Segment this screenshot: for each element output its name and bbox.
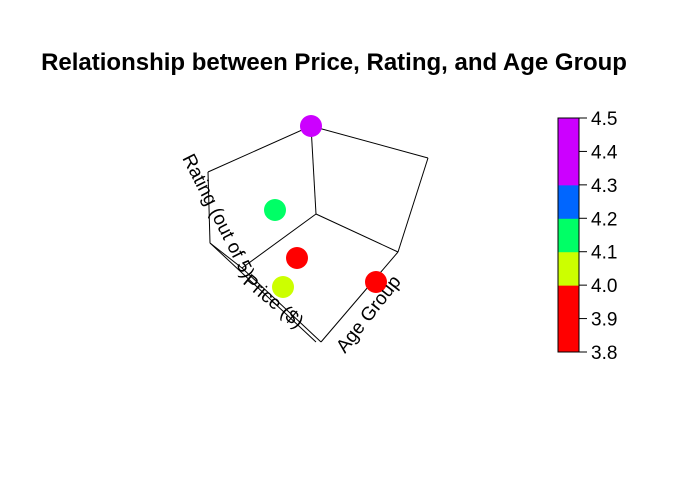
box-edge xyxy=(241,267,322,343)
box-edge xyxy=(397,157,429,253)
colorbar-tick-label: 4.2 xyxy=(591,209,617,230)
colorbar-tick-label: 4.3 xyxy=(591,176,617,197)
colorbar-tick-label: 4.0 xyxy=(591,276,617,297)
data-point xyxy=(286,247,308,269)
box-edge xyxy=(209,242,317,343)
colorbar-tick-label: 4.5 xyxy=(591,109,617,130)
box-edge xyxy=(320,251,399,343)
box-edge xyxy=(207,125,312,173)
points-layer xyxy=(264,115,387,298)
box-edge xyxy=(241,213,317,269)
colorbar-tick-label: 3.9 xyxy=(591,310,617,331)
data-point xyxy=(264,199,286,221)
box-edge xyxy=(315,213,399,253)
colorbar-segment xyxy=(558,184,579,219)
box-edge xyxy=(209,242,243,269)
box-edge xyxy=(207,171,211,244)
x-axis-label: Price ($) xyxy=(239,271,307,333)
data-point xyxy=(365,271,387,293)
colorbar-tick-label: 4.1 xyxy=(591,243,617,264)
colorbar-segment xyxy=(558,318,579,353)
colorbar-tick-label: 4.4 xyxy=(591,142,618,163)
colorbar-segment xyxy=(558,118,579,152)
data-point xyxy=(272,276,294,298)
plot-box xyxy=(207,125,429,343)
box-edge xyxy=(310,125,429,159)
z-axis-label: Rating (out of 5) xyxy=(178,151,259,282)
data-point xyxy=(300,115,322,137)
colorbar-segment xyxy=(558,151,579,186)
colorbar: 3.8 3.9 4.0 4.1 4.2 4.3 4.4 4.5 xyxy=(557,109,618,364)
colorbar-tick-label: 3.8 xyxy=(591,343,617,364)
box-edge xyxy=(310,125,317,215)
colorbar-segment xyxy=(558,285,579,320)
colorbar-segment xyxy=(558,218,579,253)
chart-title: Relationship between Price, Rating, and … xyxy=(41,49,627,76)
colorbar-frame xyxy=(557,117,580,353)
colorbar-segment xyxy=(558,251,579,286)
